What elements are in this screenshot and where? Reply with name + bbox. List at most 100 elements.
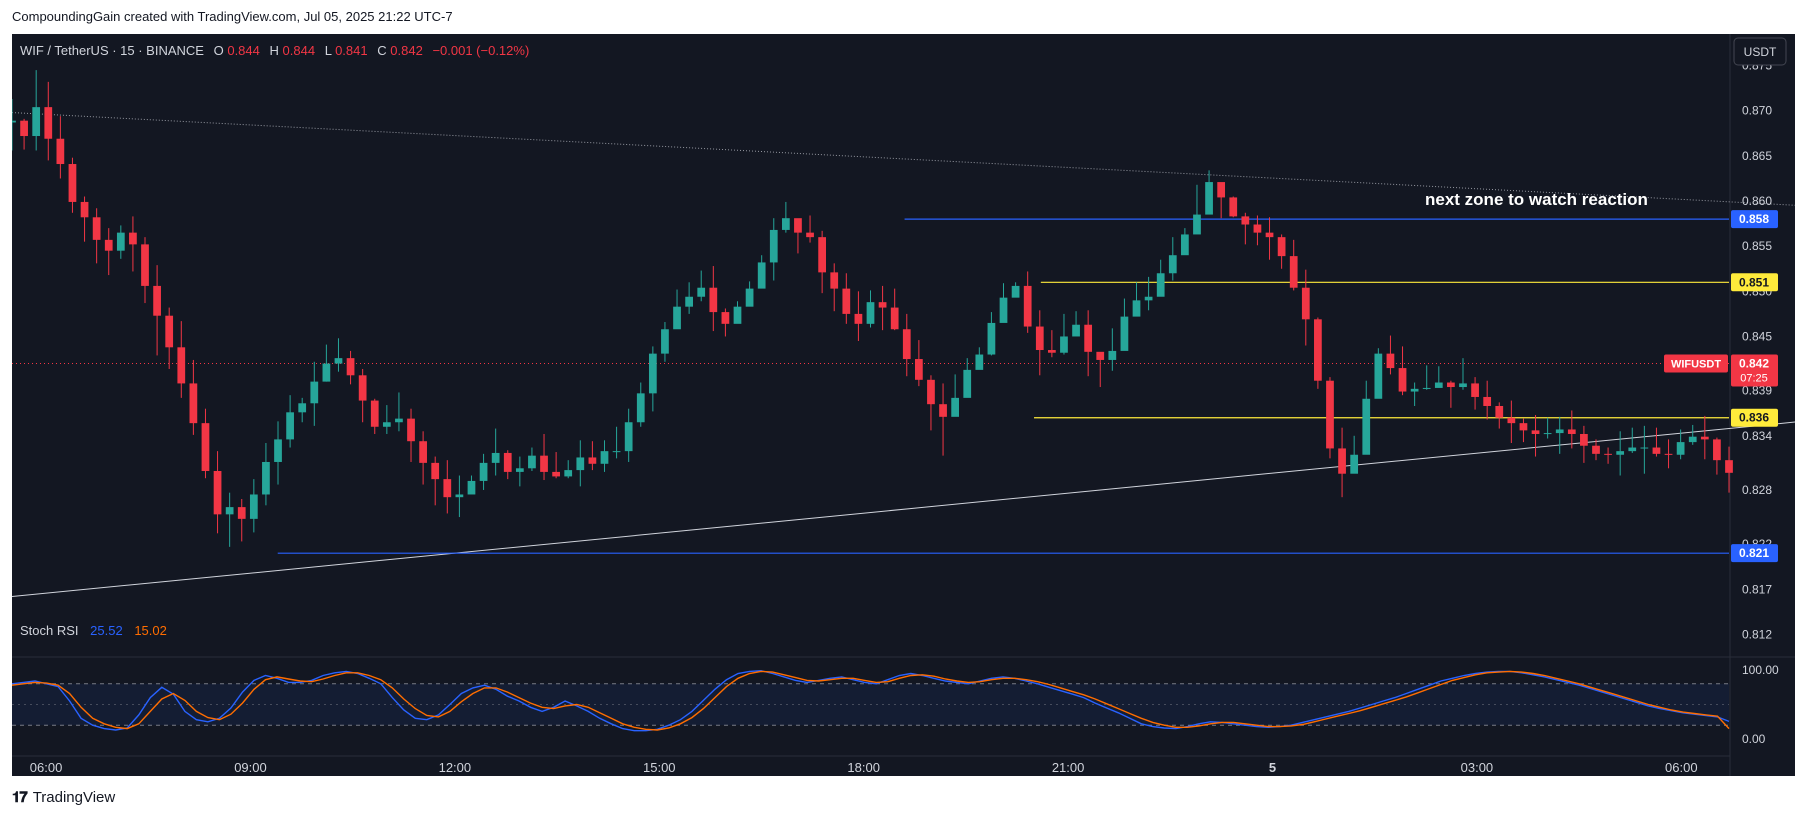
candle-body xyxy=(1132,300,1141,317)
candle xyxy=(757,255,766,289)
candle xyxy=(32,70,41,151)
candle-body xyxy=(213,471,222,515)
candle-body xyxy=(249,494,258,519)
candle-body xyxy=(733,306,742,324)
candle xyxy=(1447,380,1455,408)
legend-close-value: 0.842 xyxy=(390,43,423,58)
legend-open-value: 0.844 xyxy=(227,43,260,58)
candle-body xyxy=(927,379,935,405)
candle xyxy=(914,340,923,387)
candle-body xyxy=(1688,436,1697,443)
candle xyxy=(1241,212,1250,245)
current-price-value: 0.842 xyxy=(1739,357,1769,371)
candle-body xyxy=(1326,380,1334,449)
level-tag-bg xyxy=(1731,544,1778,563)
tradingview-logo-text: TradingView xyxy=(32,789,116,806)
candle xyxy=(697,270,706,302)
candle-body xyxy=(1289,256,1298,288)
candle xyxy=(310,361,319,426)
candle xyxy=(1350,435,1359,474)
candle xyxy=(1471,377,1479,410)
candle xyxy=(1084,310,1093,377)
candle-body xyxy=(685,296,693,307)
candle-body xyxy=(624,422,633,452)
candle-body xyxy=(1604,453,1612,455)
candle xyxy=(781,201,790,233)
annotation-text: next zone to watch reaction xyxy=(1425,190,1648,209)
candle xyxy=(141,237,149,304)
y-tick-label: 0.865 xyxy=(1742,149,1772,163)
x-tick-label: 09:00 xyxy=(234,760,267,775)
candle-body xyxy=(32,107,41,137)
x-tick-label: 21:00 xyxy=(1052,760,1085,775)
chart-frame[interactable]: 0.8750.8700.8650.8600.8550.8500.8450.842… xyxy=(8,34,1805,776)
candle-body xyxy=(225,507,234,515)
candle-body xyxy=(201,423,210,472)
candle-body xyxy=(1314,319,1322,381)
y-tick-label: 0.812 xyxy=(1742,627,1772,641)
candle xyxy=(1277,234,1286,269)
candle-body xyxy=(1241,216,1250,225)
candle-body xyxy=(612,451,621,453)
candle-body xyxy=(1519,423,1528,431)
candle xyxy=(661,322,669,362)
candle-body xyxy=(1181,234,1189,256)
level-tag-bg xyxy=(1731,273,1778,292)
candle xyxy=(1664,439,1673,469)
candle xyxy=(1616,431,1625,476)
candle xyxy=(1120,298,1129,351)
candle-body xyxy=(842,288,851,314)
candle xyxy=(1374,348,1383,399)
candle xyxy=(1060,313,1068,355)
legend-low-label: L xyxy=(325,43,332,58)
y-tick-label: 0.828 xyxy=(1742,483,1772,497)
chart-canvas[interactable]: 0.8750.8700.8650.8600.8550.8500.8450.842… xyxy=(8,34,1805,776)
currency-button[interactable]: USDT xyxy=(1733,37,1787,66)
candle-body xyxy=(709,287,718,313)
candle xyxy=(721,308,730,337)
candle-body xyxy=(1084,324,1093,352)
candle xyxy=(1023,271,1032,333)
candle-body xyxy=(491,452,500,463)
candle xyxy=(1108,328,1117,371)
tradingview-logo[interactable]: 𝟏𝟕 TradingView xyxy=(12,789,115,806)
candle xyxy=(1640,425,1649,474)
legend-symbol: WIF / TetherUS · 15 · BINANCE xyxy=(20,43,204,58)
candle-body xyxy=(1495,405,1504,418)
candle-body xyxy=(528,455,536,469)
candle-body xyxy=(1168,255,1177,274)
candle-body xyxy=(1374,353,1383,399)
candle-body xyxy=(1060,336,1068,353)
candle xyxy=(1168,237,1177,281)
candle xyxy=(249,479,258,533)
candle xyxy=(515,456,524,487)
candle xyxy=(528,447,536,472)
candle xyxy=(1507,400,1516,444)
candle-body xyxy=(661,329,669,354)
candle xyxy=(999,283,1008,323)
candle-body xyxy=(1628,447,1637,452)
candle xyxy=(419,431,427,485)
candle-body xyxy=(286,412,294,440)
legend-high-label: H xyxy=(270,43,279,58)
level-tag-0.836: 0.836 xyxy=(1731,408,1778,427)
candle-body xyxy=(503,452,512,472)
candle-body xyxy=(564,470,573,477)
candle-body xyxy=(419,441,427,463)
candle xyxy=(286,395,294,448)
candle-body xyxy=(1555,429,1564,434)
candle xyxy=(624,408,633,462)
candle xyxy=(1217,182,1226,219)
candle xyxy=(189,359,198,435)
candle-body xyxy=(781,218,790,230)
symbol-tag-label: WIFUSDT xyxy=(1671,359,1721,371)
candle xyxy=(951,374,960,417)
candle-body xyxy=(116,232,125,251)
candle-body xyxy=(92,217,101,240)
candle xyxy=(600,440,609,472)
candle xyxy=(92,208,101,264)
candle-body xyxy=(1301,287,1310,320)
candle-body xyxy=(1567,429,1576,434)
candle xyxy=(1628,427,1637,453)
candle-body xyxy=(1434,382,1443,388)
